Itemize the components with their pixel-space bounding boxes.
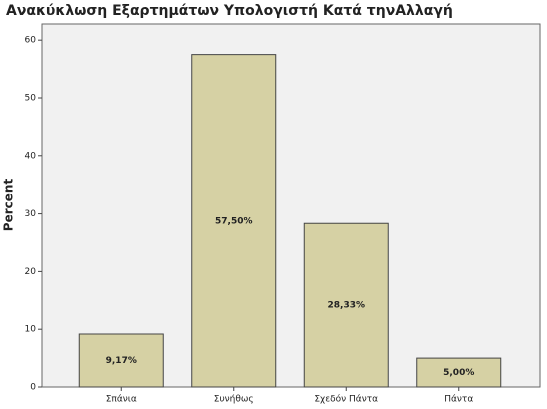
data-label: 57,50%: [215, 216, 253, 226]
data-label: 9,17%: [106, 356, 137, 366]
x-tick-label: Πάντα: [444, 395, 473, 405]
x-tick-label: Συνήθως: [214, 395, 254, 405]
chart-title: Ανακύκλωση Εξαρτημάτων Υπολογιστή Κατά τ…: [6, 3, 453, 19]
y-tick-label: 10: [25, 325, 37, 335]
y-axis-label: Percent: [2, 179, 16, 232]
bar: [303, 222, 389, 388]
bar: [191, 54, 277, 388]
y-tick-label: 30: [25, 209, 37, 219]
data-label: 28,33%: [328, 301, 366, 311]
bar: [416, 357, 502, 388]
y-tick-label: 50: [25, 93, 37, 103]
bar: [78, 333, 164, 388]
data-label: 5,00%: [443, 368, 474, 378]
x-tick-label: Σπάνια: [106, 395, 137, 405]
y-tick-label: 0: [30, 383, 36, 393]
x-tick-label: Σχεδόν Πάντα: [314, 394, 378, 405]
plot-area: [41, 23, 541, 388]
y-tick-label: 40: [25, 151, 37, 161]
y-tick-label: 60: [25, 36, 37, 46]
y-tick-label: 20: [25, 267, 37, 277]
